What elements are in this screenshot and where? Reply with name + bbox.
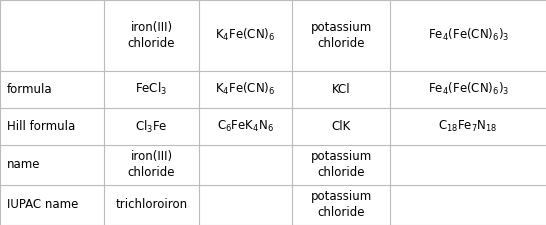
Text: Cl$_3$Fe: Cl$_3$Fe bbox=[135, 119, 168, 135]
Text: potassium
chloride: potassium chloride bbox=[311, 150, 372, 179]
Text: iron(III)
chloride: iron(III) chloride bbox=[128, 150, 175, 179]
Text: trichloroiron: trichloroiron bbox=[115, 198, 188, 211]
Text: iron(III)
chloride: iron(III) chloride bbox=[128, 21, 175, 50]
Text: K$_4$Fe(CN)$_6$: K$_4$Fe(CN)$_6$ bbox=[216, 81, 276, 97]
Text: Fe$_4$(Fe(CN)$_6$)$_3$: Fe$_4$(Fe(CN)$_6$)$_3$ bbox=[428, 27, 509, 43]
Text: C$_{18}$Fe$_7$N$_{18}$: C$_{18}$Fe$_7$N$_{18}$ bbox=[438, 119, 498, 134]
Text: KCl: KCl bbox=[332, 83, 351, 96]
Text: Hill formula: Hill formula bbox=[7, 120, 75, 133]
Text: C$_6$FeK$_4$N$_6$: C$_6$FeK$_4$N$_6$ bbox=[217, 119, 274, 134]
Text: ClK: ClK bbox=[331, 120, 351, 133]
Text: IUPAC name: IUPAC name bbox=[7, 198, 78, 211]
Text: potassium
chloride: potassium chloride bbox=[311, 21, 372, 50]
Text: Fe$_4$(Fe(CN)$_6$)$_3$: Fe$_4$(Fe(CN)$_6$)$_3$ bbox=[428, 81, 509, 97]
Text: potassium
chloride: potassium chloride bbox=[311, 190, 372, 219]
Text: formula: formula bbox=[7, 83, 52, 96]
Text: FeCl$_3$: FeCl$_3$ bbox=[135, 81, 168, 97]
Text: K$_4$Fe(CN)$_6$: K$_4$Fe(CN)$_6$ bbox=[216, 27, 276, 43]
Text: name: name bbox=[7, 158, 40, 171]
